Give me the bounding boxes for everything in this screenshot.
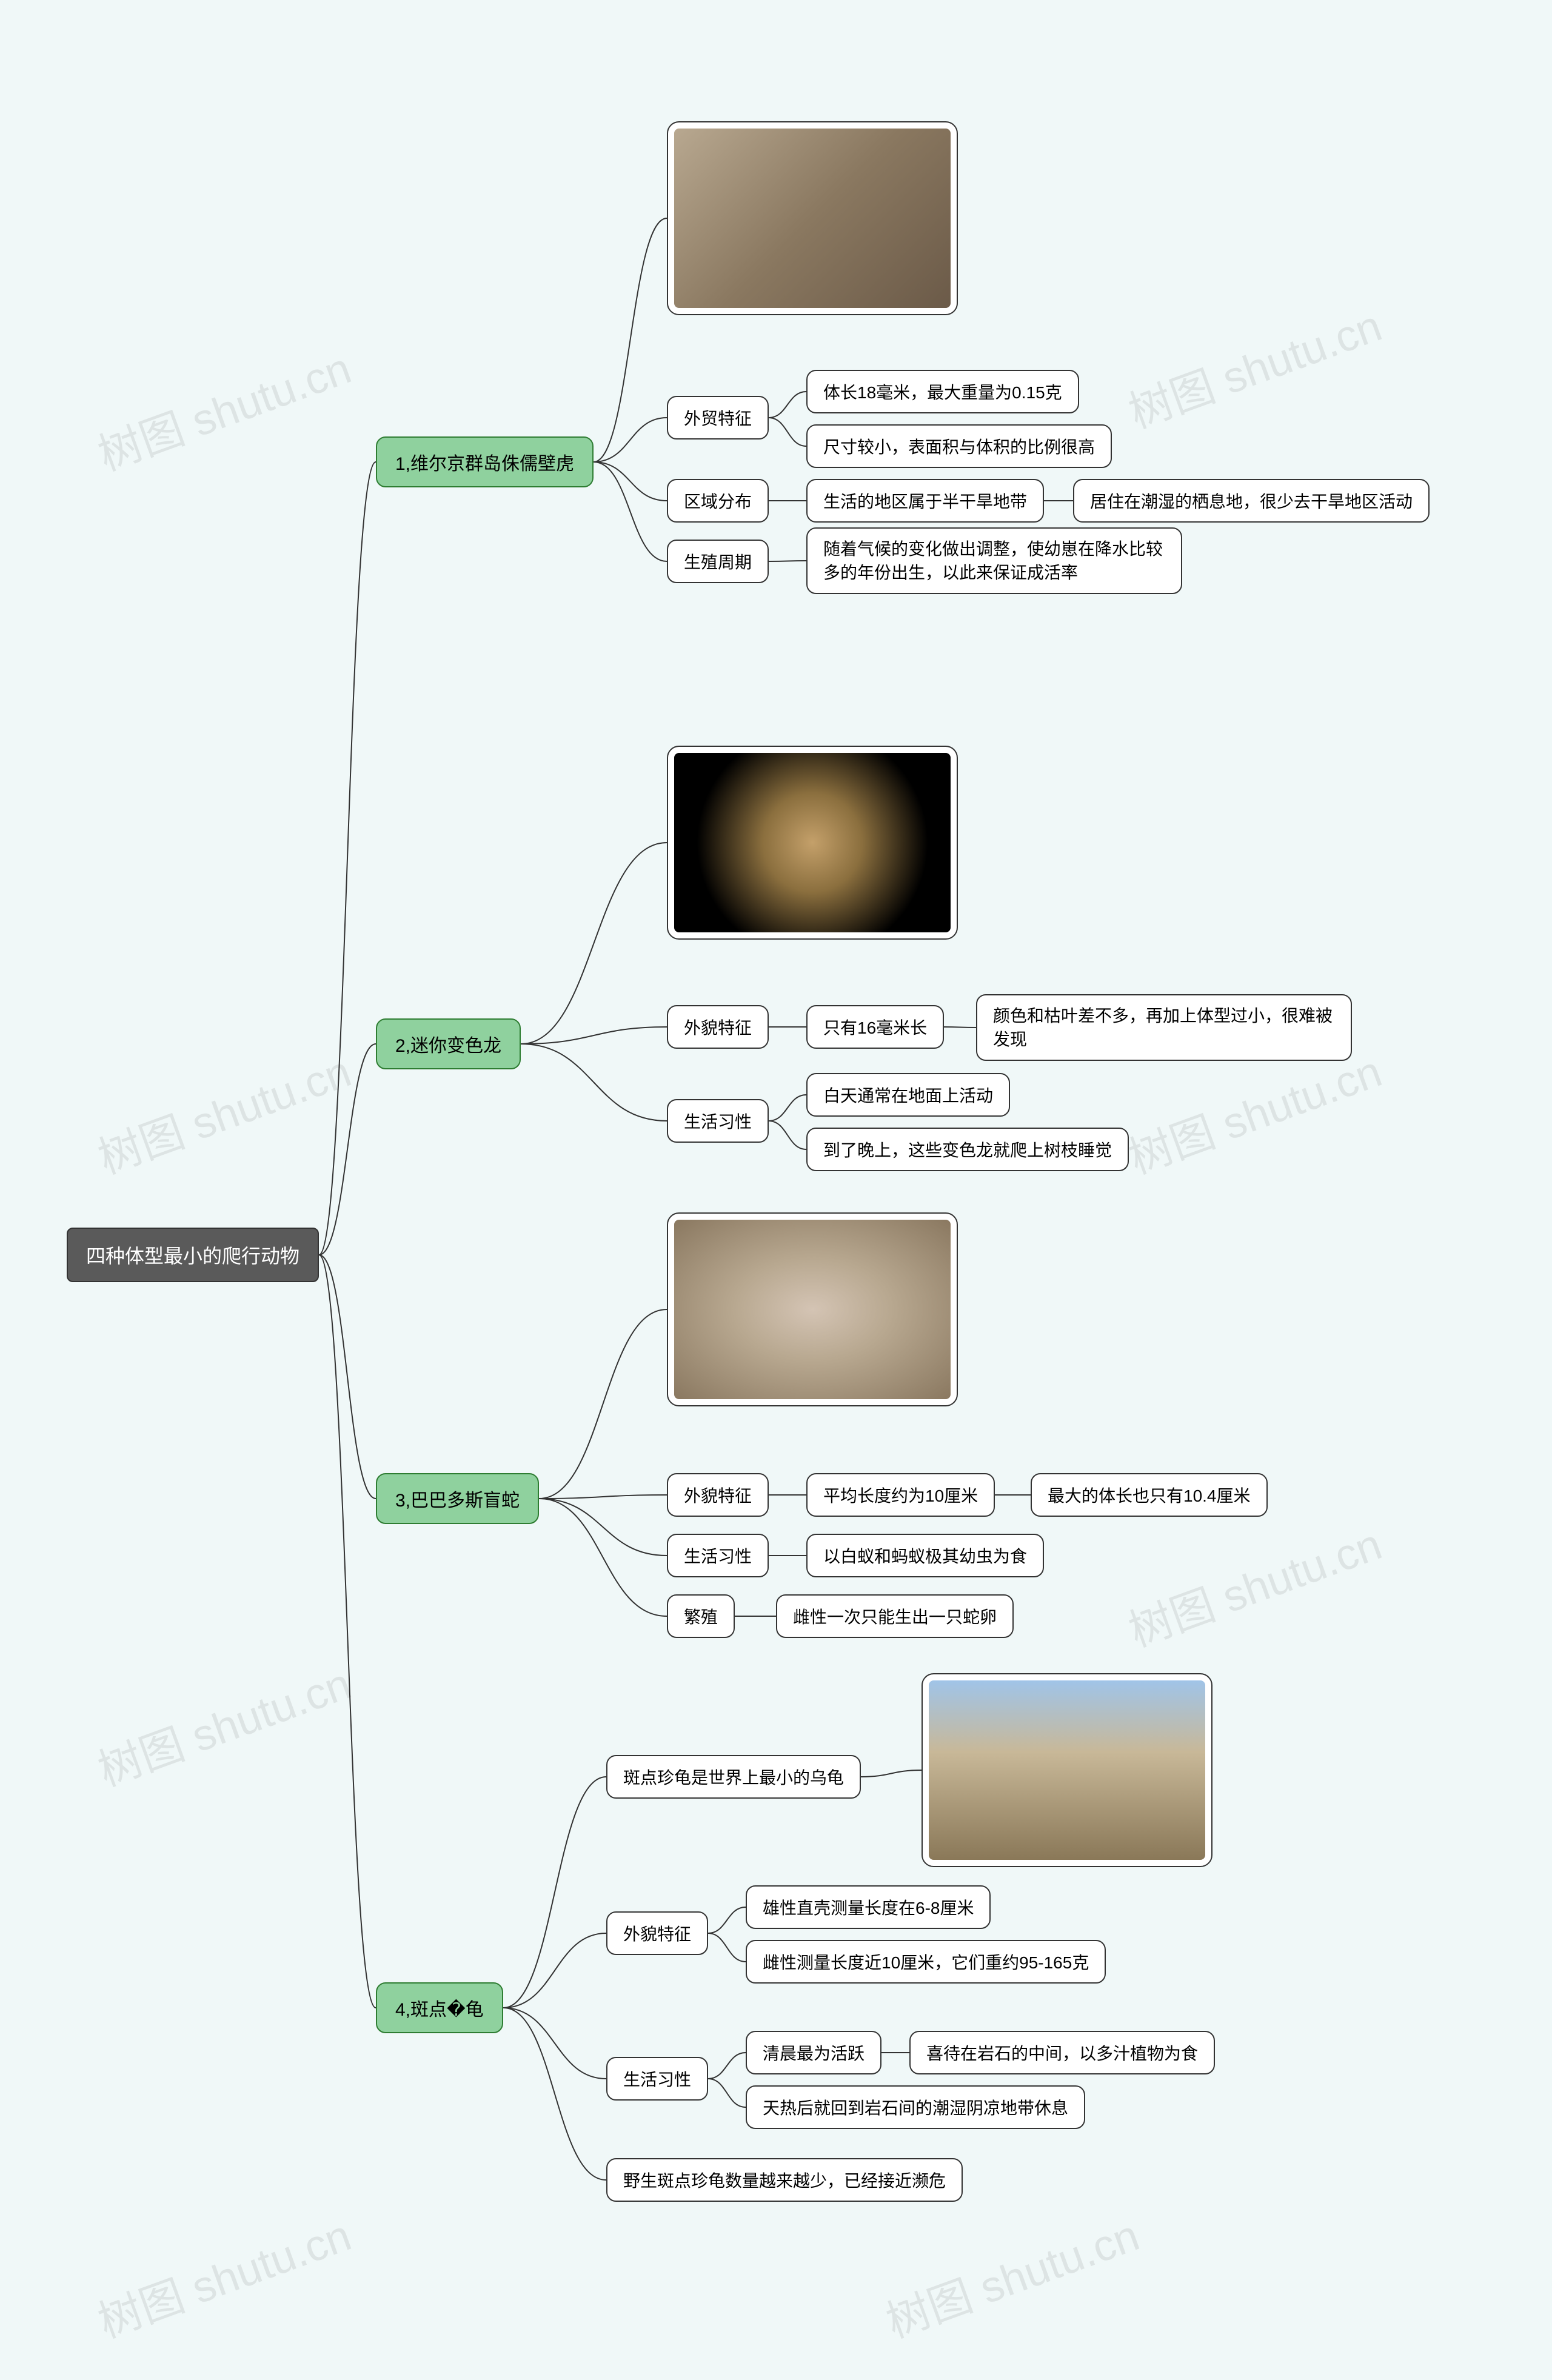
- image-node-speckled-tortoise: [921, 1673, 1212, 1867]
- leaf-s2b1[interactable]: 白天通常在地面上活动: [806, 1073, 1010, 1117]
- watermark: 树图 shutu.cn: [88, 1036, 358, 1186]
- leaf-s2a[interactable]: 外貌特征: [667, 1005, 769, 1049]
- image-node-mini-chameleon: [667, 746, 958, 940]
- main-node-m4[interactable]: 4,斑点�龟: [376, 1982, 503, 2033]
- root-node[interactable]: 四种体型最小的爬行动物: [67, 1228, 319, 1282]
- leaf-s3b[interactable]: 生活习性: [667, 1534, 769, 1577]
- image-placeholder: [674, 129, 951, 308]
- watermark: 树图 shutu.cn: [1119, 1509, 1389, 1659]
- leaf-s1a1[interactable]: 体长18毫米，最大重量为0.15克: [806, 370, 1079, 413]
- leaf-s4a[interactable]: 斑点珍龟是世界上最小的乌龟: [606, 1755, 861, 1799]
- leaf-s1a[interactable]: 外贸特征: [667, 396, 769, 440]
- leaf-s4c2[interactable]: 天热后就回到岩石间的潮湿阴凉地带休息: [746, 2085, 1085, 2129]
- watermark: 树图 shutu.cn: [876, 2200, 1146, 2350]
- leaf-s4b1[interactable]: 雄性直壳测量长度在6-8厘米: [746, 1885, 991, 1929]
- leaf-s4b2[interactable]: 雌性测量长度近10厘米，它们重约95-165克: [746, 1940, 1106, 1984]
- leaf-s1c[interactable]: 生殖周期: [667, 540, 769, 583]
- image-node-barbados-threadsnake: [667, 1212, 958, 1406]
- leaf-s4c[interactable]: 生活习性: [606, 2057, 708, 2101]
- image-placeholder: [929, 1680, 1205, 1860]
- leaf-s3c1[interactable]: 雌性一次只能生出一只蛇卵: [776, 1594, 1014, 1638]
- leaf-s4d[interactable]: 野生斑点珍龟数量越来越少，已经接近濒危: [606, 2158, 963, 2202]
- watermark: 树图 shutu.cn: [88, 1648, 358, 1799]
- watermark: 树图 shutu.cn: [1119, 290, 1389, 441]
- leaf-s3c[interactable]: 繁殖: [667, 1594, 735, 1638]
- leaf-s1a2[interactable]: 尺寸较小，表面积与体积的比例很高: [806, 424, 1112, 468]
- leaf-s1b1[interactable]: 生活的地区属于半干旱地带: [806, 479, 1044, 523]
- leaf-s3a2[interactable]: 最大的体长也只有10.4厘米: [1031, 1473, 1268, 1517]
- leaf-s3b1[interactable]: 以白蚁和蚂蚁极其幼虫为食: [806, 1534, 1044, 1577]
- image-placeholder: [674, 1220, 951, 1399]
- leaf-s2a2[interactable]: 颜色和枯叶差不多，再加上体型过小，很难被发现: [976, 994, 1352, 1061]
- leaf-s2a1[interactable]: 只有16毫米长: [806, 1005, 944, 1049]
- leaf-s4c1[interactable]: 清晨最为活跃: [746, 2031, 881, 2074]
- leaf-s1b2[interactable]: 居住在潮湿的栖息地，很少去干旱地区活动: [1073, 479, 1430, 523]
- image-placeholder: [674, 753, 951, 932]
- main-node-m1[interactable]: 1,维尔京群岛侏儒壁虎: [376, 436, 594, 487]
- connector-layer: [0, 0, 1552, 2380]
- leaf-s2b2[interactable]: 到了晚上，这些变色龙就爬上树枝睡觉: [806, 1128, 1129, 1171]
- leaf-s4c1a[interactable]: 喜待在岩石的中间，以多汁植物为食: [909, 2031, 1215, 2074]
- main-node-m2[interactable]: 2,迷你变色龙: [376, 1018, 521, 1069]
- leaf-s3a[interactable]: 外貌特征: [667, 1473, 769, 1517]
- leaf-s4b[interactable]: 外貌特征: [606, 1911, 708, 1955]
- image-node-gecko-on-coin: [667, 121, 958, 315]
- watermark: 树图 shutu.cn: [88, 2200, 358, 2350]
- leaf-s1b[interactable]: 区域分布: [667, 479, 769, 523]
- mindmap-canvas: 树图 shutu.cn 树图 shutu.cn 树图 shutu.cn 树图 shut…: [0, 0, 1552, 2380]
- leaf-s1c1[interactable]: 随着气候的变化做出调整，使幼崽在降水比较多的年份出生，以此来保证成活率: [806, 527, 1182, 594]
- leaf-s2b[interactable]: 生活习性: [667, 1099, 769, 1143]
- watermark: 树图 shutu.cn: [88, 333, 358, 483]
- main-node-m3[interactable]: 3,巴巴多斯盲蛇: [376, 1473, 539, 1524]
- leaf-s3a1[interactable]: 平均长度约为10厘米: [806, 1473, 995, 1517]
